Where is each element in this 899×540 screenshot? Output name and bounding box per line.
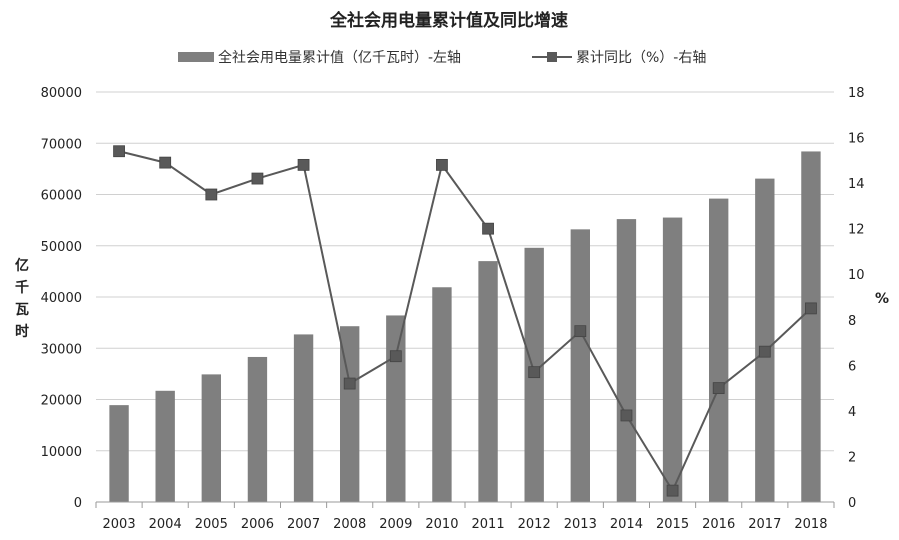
point-marker — [297, 158, 310, 171]
x-tick-label: 2014 — [610, 517, 643, 532]
y2-tick-label: 6 — [848, 359, 856, 374]
y2-tick-label: 12 — [848, 223, 865, 238]
x-tick-label: 2011 — [472, 517, 505, 532]
point-marker — [159, 156, 172, 169]
line-series — [113, 145, 817, 497]
legend-bar-swatch — [178, 52, 214, 62]
point-marker — [436, 158, 448, 171]
point-marker — [712, 382, 725, 395]
y-tick-label: 20000 — [41, 394, 82, 409]
x-tick-label: 2004 — [149, 517, 182, 532]
bar — [801, 151, 821, 502]
x-tick-label: 2009 — [379, 517, 412, 532]
y-tick-label: 50000 — [41, 240, 82, 255]
bar — [570, 229, 590, 502]
x-tick-label: 2012 — [518, 517, 551, 532]
chart-title: 全社会用电量累计值及同比增速 — [329, 10, 568, 31]
point-marker — [805, 302, 817, 315]
y-tick-label: 30000 — [41, 342, 82, 357]
y2-tick-label: 16 — [848, 132, 865, 147]
y2-axis-label: % — [875, 291, 889, 307]
point-marker — [205, 188, 218, 201]
y2-tick-label: 14 — [848, 177, 865, 192]
point-marker — [343, 377, 356, 390]
series-line — [118, 150, 812, 493]
legend-line-marker — [547, 52, 557, 62]
point-marker — [620, 409, 633, 422]
tick-labels: 0 10000 20000 30000 40000 50000 60000 70000 8000… — [41, 86, 865, 532]
y-tick-label: 70000 — [41, 137, 82, 152]
bar — [155, 390, 175, 502]
legend: 全社会用电量累计值（亿千瓦时）-左轴 累计同比（%）-右轴 — [178, 49, 706, 66]
bar — [755, 178, 775, 503]
point-marker — [528, 366, 541, 379]
bar — [386, 315, 406, 502]
bar — [201, 374, 221, 502]
y-tick-label: 40000 — [41, 291, 82, 306]
x-tick-label: 2017 — [748, 517, 781, 532]
y2-tick-label: 0 — [848, 496, 856, 511]
point-marker — [574, 325, 587, 338]
y-axis-label: 亿千瓦时 — [15, 257, 29, 340]
x-tick-label: 2007 — [287, 517, 320, 532]
point-marker — [758, 345, 771, 358]
y2-tick-label: 2 — [848, 450, 856, 465]
bar — [432, 287, 452, 502]
x-tick-label: 2003 — [103, 517, 136, 532]
y2-tick-label: 4 — [848, 405, 856, 420]
x-tick-label: 2006 — [241, 517, 274, 532]
x-tick-label: 2016 — [702, 517, 735, 532]
legend-line-label: 累计同比（%）-右轴 — [576, 50, 706, 66]
x-tick-label: 2013 — [564, 517, 597, 532]
axes — [95, 501, 835, 508]
y2-tick-label: 10 — [848, 268, 865, 283]
point-marker — [482, 222, 494, 235]
x-tick-label: 2008 — [333, 517, 366, 532]
y-tick-label: 80000 — [41, 86, 82, 101]
y-tick-label: 0 — [74, 496, 82, 511]
bar — [662, 217, 683, 502]
bar-series — [109, 151, 821, 503]
x-tick-label: 2018 — [794, 517, 827, 532]
legend-bar-label: 全社会用电量累计值（亿千瓦时）-左轴 — [218, 49, 461, 66]
bar — [478, 261, 498, 502]
point-marker — [389, 350, 402, 363]
bar — [109, 405, 129, 502]
point-marker — [666, 484, 679, 497]
bar — [616, 219, 637, 502]
y-tick-label: 10000 — [41, 445, 82, 460]
point-marker — [113, 145, 125, 158]
bar — [247, 356, 268, 502]
y-tick-label: 60000 — [41, 189, 82, 204]
bar — [709, 198, 729, 502]
y2-tick-label: 8 — [848, 314, 856, 329]
x-tick-label: 2015 — [656, 517, 689, 532]
y2-tick-label: 18 — [848, 86, 865, 101]
bar — [340, 326, 360, 502]
point-marker — [251, 172, 264, 185]
x-tick-label: 2005 — [195, 517, 228, 532]
x-tick-label: 2010 — [425, 517, 458, 532]
bar — [293, 334, 314, 502]
